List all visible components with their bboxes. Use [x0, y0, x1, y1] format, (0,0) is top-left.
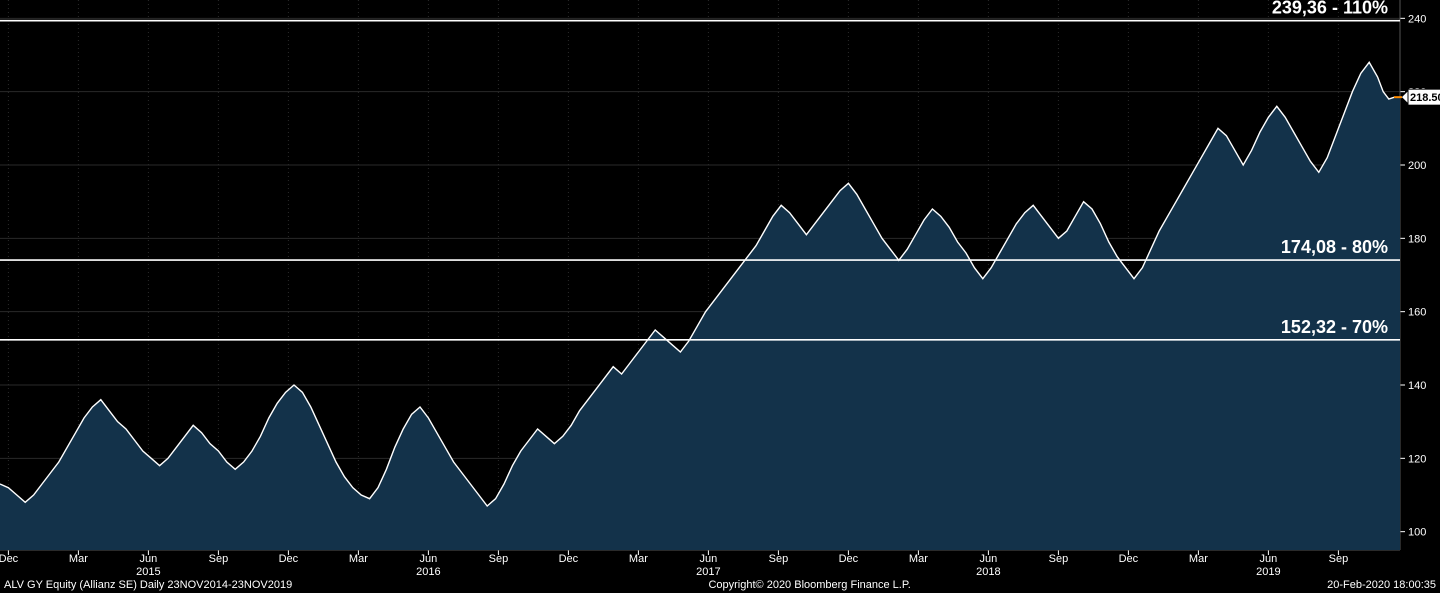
x-tick-label: Mar [1189, 553, 1208, 565]
x-tick-label: Jun [1260, 553, 1278, 565]
y-tick-label: 200 [1408, 160, 1426, 172]
terminal-chart: 100120140160180200220240DecMarJunSepDecM… [0, 0, 1440, 593]
y-tick-label: 100 [1408, 527, 1426, 539]
x-tick-label: Sep [1329, 553, 1349, 565]
x-tick-label: Jun [700, 553, 718, 565]
x-tick-label: Dec [279, 553, 299, 565]
current-price-label: 218.50 [1410, 92, 1440, 104]
x-tick-label: Dec [839, 553, 859, 565]
x-tick-label: Dec [1119, 553, 1139, 565]
footer-ticker: ALV GY Equity (Allianz SE) Daily 23NOV20… [4, 579, 292, 591]
footer-timestamp: 20-Feb-2020 18:00:35 [1327, 579, 1436, 591]
x-tick-label: Jun [140, 553, 158, 565]
chart-svg: 100120140160180200220240DecMarJunSepDecM… [0, 0, 1440, 593]
x-tick-label: Jun [420, 553, 438, 565]
x-tick-label: Mar [69, 553, 88, 565]
y-tick-label: 180 [1408, 233, 1426, 245]
x-tick-label: Sep [489, 553, 509, 565]
y-tick-label: 240 [1408, 13, 1426, 25]
y-tick-label: 120 [1408, 453, 1426, 465]
footer-bar: ALV GY Equity (Allianz SE) Daily 23NOV20… [0, 577, 1440, 593]
x-tick-label: Mar [909, 553, 928, 565]
x-tick-label: Mar [629, 553, 648, 565]
reference-label: 174,08 - 80% [1281, 237, 1388, 257]
x-tick-label: Dec [0, 553, 19, 565]
x-tick-label: Jun [980, 553, 998, 565]
x-tick-label: Dec [559, 553, 579, 565]
x-tick-label: Sep [769, 553, 789, 565]
footer-copyright: Copyright© 2020 Bloomberg Finance L.P. [292, 579, 1327, 591]
y-tick-label: 160 [1408, 307, 1426, 319]
x-tick-label: Sep [1049, 553, 1069, 565]
y-tick-label: 140 [1408, 380, 1426, 392]
reference-label: 239,36 - 110% [1272, 0, 1388, 18]
x-tick-label: Mar [349, 553, 368, 565]
x-tick-label: Sep [209, 553, 229, 565]
reference-label: 152,32 - 70% [1281, 317, 1388, 337]
